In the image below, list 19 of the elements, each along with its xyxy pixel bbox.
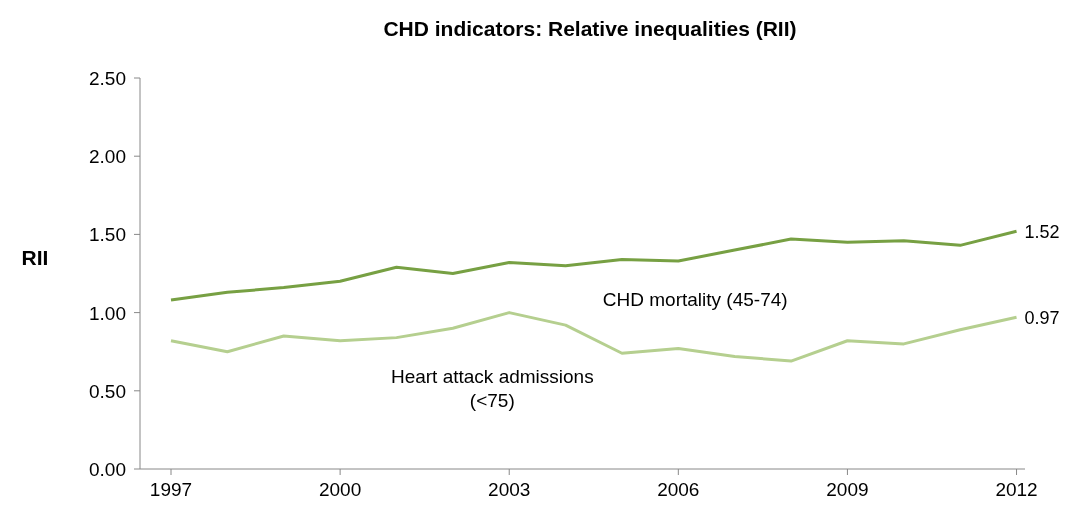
x-tick-label: 2006: [657, 479, 700, 500]
x-tick-label: 2003: [488, 479, 531, 500]
y-tick-label: 1.50: [89, 224, 126, 246]
y-tick-label: 2.50: [89, 68, 126, 89]
data-label: 1.52: [1024, 222, 1060, 243]
x-tick-label: 2000: [318, 479, 362, 500]
line-series: [169, 311, 1019, 363]
series-label: Heart attack admissions (<75): [390, 366, 594, 412]
series-label: CHD mortality (45-74): [602, 288, 788, 310]
data-label: 0.97: [1024, 308, 1060, 329]
x-tick-label: 2009: [826, 479, 869, 500]
y-tick-label: 2.00: [89, 146, 126, 168]
chart-title: CHD indicators: Relative inequalities (RII): [383, 17, 797, 40]
x-tick-label: 2012: [995, 479, 1038, 500]
y-tick-label: 0.00: [89, 459, 126, 480]
y-axis-title: RII: [21, 246, 49, 269]
x-tick-label: 1997: [149, 479, 193, 500]
y-tick-label: 1.00: [89, 302, 126, 324]
y-tick-label: 0.50: [89, 380, 126, 402]
